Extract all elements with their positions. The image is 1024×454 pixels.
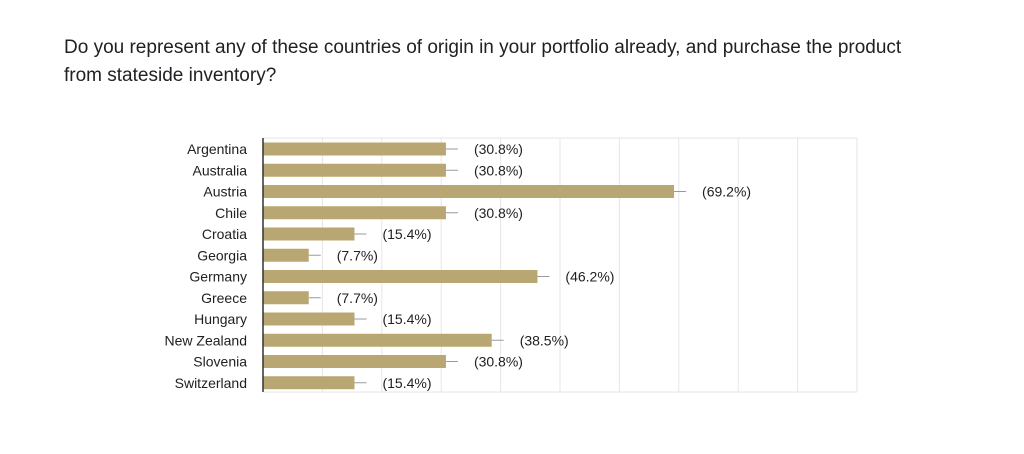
bar <box>263 248 309 262</box>
category-label: Croatia <box>202 226 247 242</box>
bar <box>263 355 446 368</box>
data-label: (38.5%) <box>520 332 569 348</box>
bar <box>263 270 538 283</box>
data-label: (15.4%) <box>382 226 431 242</box>
category-label: New Zealand <box>165 332 248 348</box>
data-label: (30.8%) <box>474 141 523 157</box>
bar <box>263 312 355 326</box>
data-labels: (30.8%)(30.8%)(69.2%)(30.8%)(15.4%)(7.7%… <box>337 141 751 391</box>
data-label: (7.7%) <box>337 290 378 306</box>
data-label: (69.2%) <box>702 184 751 200</box>
category-label: Austria <box>203 184 247 200</box>
bar <box>263 206 446 220</box>
category-label: Chile <box>215 205 247 221</box>
category-label: Argentina <box>187 141 247 157</box>
data-label: (15.4%) <box>382 311 431 327</box>
gridlines <box>263 137 858 393</box>
bars <box>263 142 687 390</box>
category-label: Greece <box>201 290 247 306</box>
category-label: Georgia <box>197 247 247 263</box>
data-label: (15.4%) <box>382 375 431 391</box>
bar <box>263 376 355 390</box>
category-label: Switzerland <box>175 375 247 391</box>
bar <box>263 227 355 241</box>
data-label: (30.8%) <box>474 354 523 370</box>
bar <box>263 291 309 305</box>
category-label: Germany <box>189 269 247 285</box>
bar <box>263 142 446 156</box>
data-label: (30.8%) <box>474 162 523 178</box>
data-label: (30.8%) <box>474 205 523 221</box>
category-label: Hungary <box>194 311 247 327</box>
data-label: (46.2%) <box>565 269 614 285</box>
category-labels: Argentina Australia Austria Chile Croatia Geo… <box>165 141 248 391</box>
category-label: Australia <box>193 162 248 178</box>
category-label: Slovenia <box>193 354 247 370</box>
survey-question: Do you represent any of these countries … <box>64 37 902 86</box>
bar <box>263 185 675 198</box>
bar <box>263 333 492 347</box>
bar <box>263 163 446 177</box>
data-label: (7.7%) <box>337 247 378 263</box>
